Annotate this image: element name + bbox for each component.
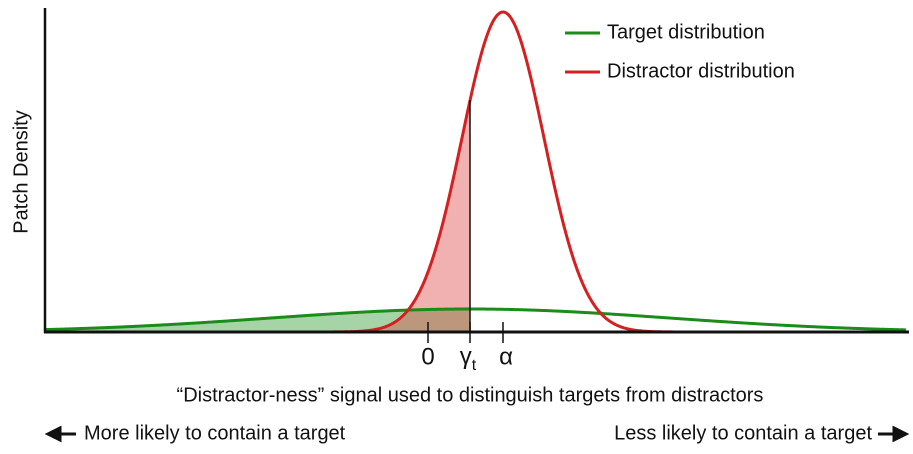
tick-label: 0	[421, 343, 434, 370]
right-arrow	[878, 425, 910, 443]
curves	[45, 10, 907, 334]
x-axis-label: “Distractor-ness” signal used to disting…	[177, 384, 764, 406]
tick-label: α	[499, 343, 513, 370]
legend-label: Distractor distribution	[607, 60, 795, 82]
tick-subscript: t	[472, 357, 477, 374]
distractor-curve	[329, 10, 680, 334]
target-curve	[45, 307, 907, 332]
left-note: More likely to contain a target	[84, 422, 346, 444]
right-note: Less likely to contain a target	[614, 422, 872, 444]
tick-symbol: γ	[460, 343, 472, 370]
y-axis-label: Patch Density	[10, 110, 32, 233]
distractor-shade	[330, 100, 470, 332]
legend-label: Target distribution	[607, 21, 765, 43]
left-arrow	[44, 425, 76, 443]
tick-label: γt	[460, 343, 477, 374]
